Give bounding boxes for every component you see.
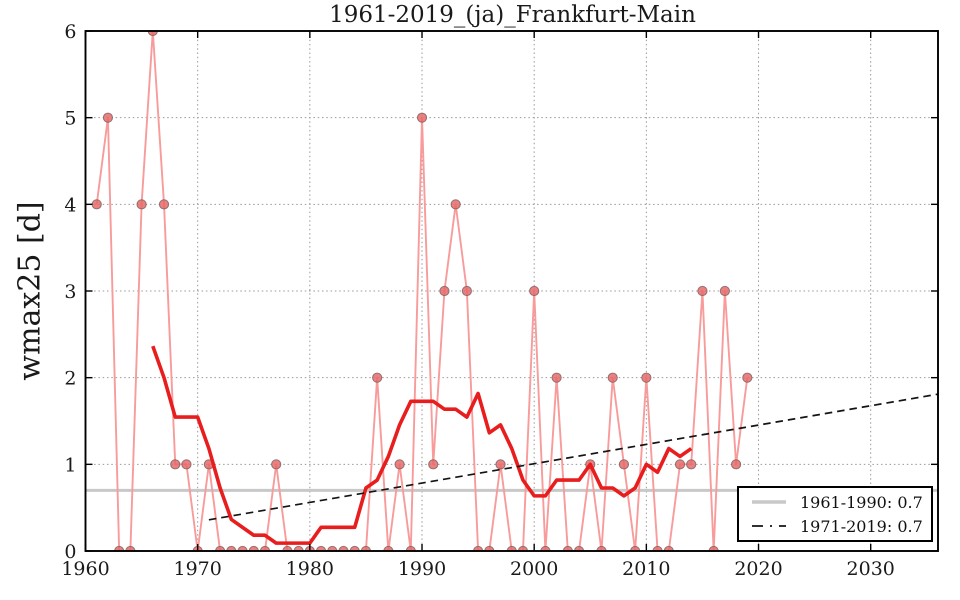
data-point-1961	[91, 199, 102, 210]
x-tick-label-1970: 1970	[173, 558, 221, 580]
data-point-2007	[607, 372, 618, 383]
data-point-1995	[473, 545, 484, 551]
data-point-1996	[484, 545, 495, 551]
data-point-1986	[372, 372, 383, 383]
data-point-2012	[663, 545, 674, 551]
x-tick-label-2000: 2000	[510, 558, 558, 580]
y-tick-label-4: 4	[64, 194, 76, 216]
data-point-1992	[439, 285, 450, 297]
trend-line-trend-1971-2019	[208, 393, 938, 521]
data-point-2004	[573, 545, 585, 551]
x-tick-label-2010: 2010	[622, 558, 670, 580]
legend-item-mean: 1961-1990: 0.7	[751, 490, 931, 514]
data-point-2015	[697, 285, 708, 297]
data-point-2002	[551, 372, 562, 383]
data-point-2018	[730, 459, 742, 470]
data-point-1982	[327, 545, 338, 551]
data-point-1985	[360, 545, 372, 551]
data-point-2008	[618, 459, 630, 470]
data-point-2013	[674, 459, 686, 470]
data-point-2017	[719, 285, 730, 297]
y-tick-label-2: 2	[64, 368, 76, 390]
data-point-1962	[102, 112, 114, 123]
data-point-2009	[630, 545, 641, 551]
x-tick-label-2020: 2020	[734, 558, 782, 580]
data-point-1969	[181, 459, 192, 470]
data-point-2000	[529, 285, 540, 297]
y-tick-label-1: 1	[64, 454, 76, 476]
legend-label: 1971-2019: 0.7	[800, 516, 923, 536]
data-point-2016	[708, 545, 719, 551]
data-point-1994	[461, 285, 472, 297]
data-point-1976	[259, 545, 271, 551]
data-point-1993	[450, 199, 461, 210]
data-point-1977	[271, 459, 282, 470]
legend-swatch-solid-gray-line	[752, 500, 786, 504]
legend: 1961-1990: 0.7 1971-2019: 0.7	[737, 486, 933, 542]
grid	[85, 31, 938, 551]
data-point-1983	[338, 545, 349, 551]
x-tick-label-2030: 2030	[847, 558, 895, 580]
running-mean-line	[151, 345, 693, 545]
y-tick-label-0: 0	[64, 541, 76, 563]
data-point-2006	[596, 545, 607, 551]
data-point-1999	[517, 545, 529, 551]
y-tick-label-5: 5	[64, 108, 76, 130]
data-point-1967	[158, 199, 170, 210]
data-layer	[85, 31, 938, 551]
data-point-1987	[383, 545, 394, 551]
data-point-1997	[495, 459, 506, 470]
data-point-1991	[428, 459, 439, 470]
data-point-2001	[540, 545, 551, 551]
data-point-2010	[641, 372, 652, 383]
y-tick-label-3: 3	[64, 281, 76, 303]
data-point-1981	[315, 545, 327, 551]
legend-item-trend: 1971-2019: 0.7	[751, 514, 931, 538]
data-point-1989	[405, 545, 416, 551]
x-tick-label-1960: 1960	[61, 558, 109, 580]
y-axis-label: wmax25 [d]	[12, 201, 48, 381]
data-point-1974	[237, 545, 248, 551]
data-point-1966	[147, 31, 158, 37]
data-point-2014	[686, 459, 697, 470]
data-point-1972	[215, 545, 226, 551]
data-point-1963	[114, 545, 125, 551]
data-point-1984	[349, 545, 360, 551]
data-point-1990	[416, 112, 428, 123]
data-point-1964	[125, 545, 136, 551]
legend-label: 1961-1990: 0.7	[800, 492, 923, 512]
data-point-1998	[506, 545, 517, 551]
data-point-1978	[282, 545, 293, 551]
data-point-2019	[742, 372, 753, 383]
data-point-1973	[226, 545, 237, 551]
y-tick-label-6: 6	[64, 21, 76, 43]
x-tick-label-1980: 1980	[286, 558, 334, 580]
chart-title: 1961-2019_(ja)_Frankfurt-Main	[329, 2, 696, 28]
axes: 1960 1970 1980 1990 2000 2010 2020 2030 0 1 2 3 4 5 6	[61, 21, 939, 580]
legend-swatch-dashed-black-line	[752, 525, 786, 527]
data-point-1965	[136, 199, 147, 210]
data-point-2011	[652, 545, 663, 551]
x-tick-label-1990: 1990	[398, 558, 446, 580]
data-point-1975	[248, 545, 259, 551]
data-point-1979	[293, 545, 304, 551]
data-point-2003	[562, 545, 573, 551]
data-point-1988	[394, 459, 405, 470]
data-point-1968	[170, 459, 181, 470]
